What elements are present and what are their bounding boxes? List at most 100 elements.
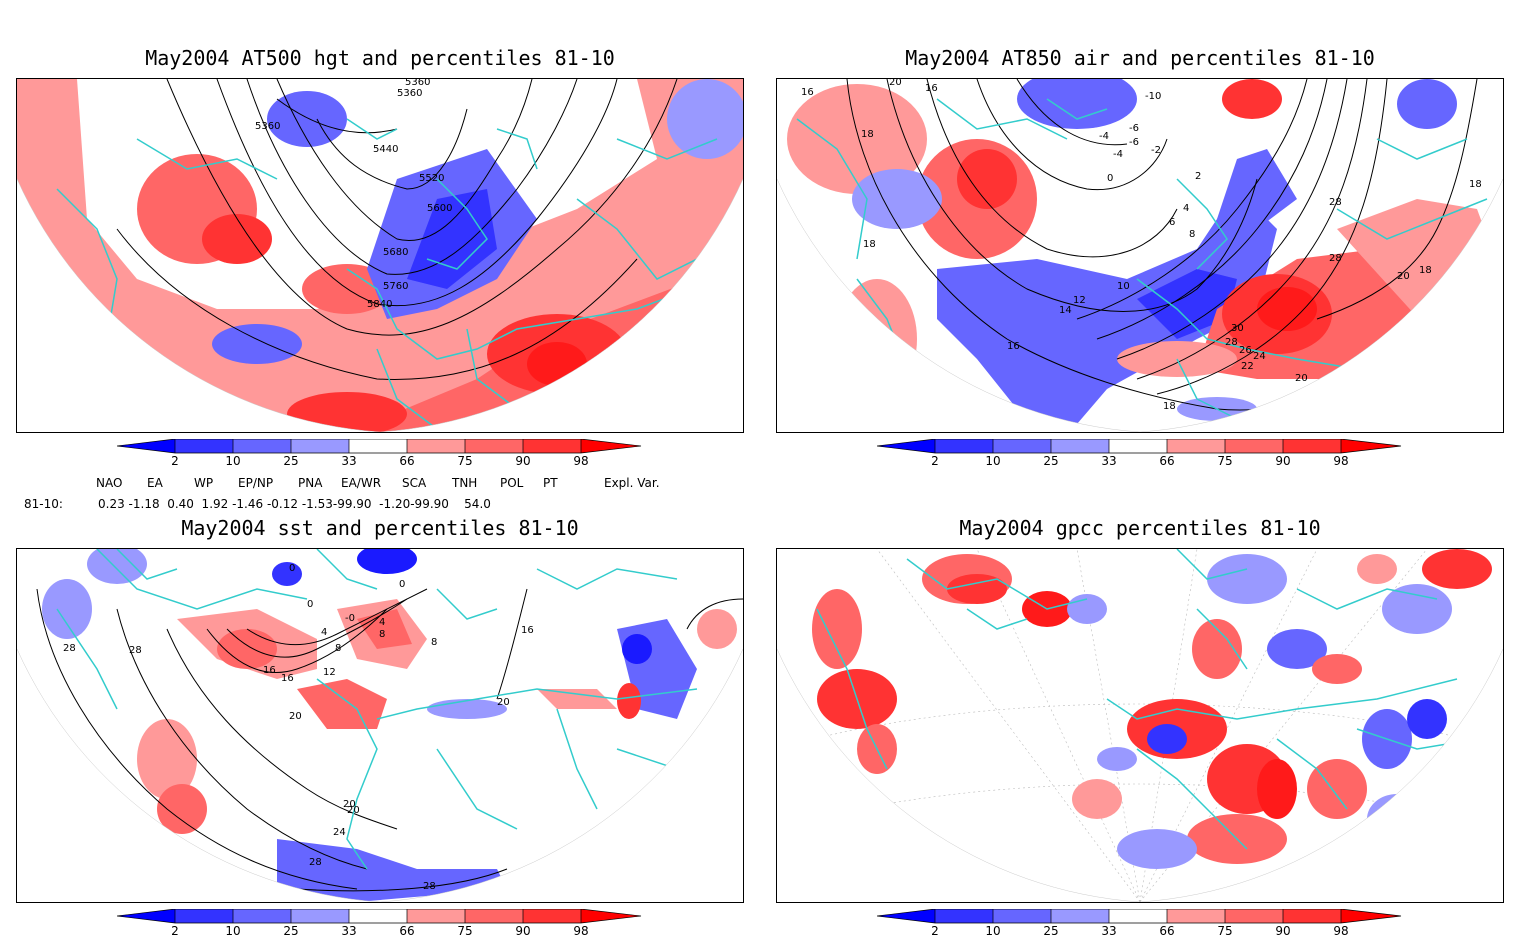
- colorbar-label: 75: [457, 454, 473, 468]
- colorbar-label: 10: [225, 454, 241, 468]
- contour-label: 4: [1183, 203, 1189, 214]
- contour-label: 18: [1469, 179, 1482, 190]
- colorbar-swatch: [1283, 909, 1341, 923]
- panel-title-sst: May2004 sst and percentiles 81-10: [181, 516, 579, 540]
- index-header-eawr: EA/WR: [341, 476, 382, 490]
- colorbar-swatch: [175, 439, 233, 453]
- colorbar-label: 75: [1217, 924, 1233, 938]
- index-header-pt: PT: [543, 476, 558, 490]
- colorbar-label: 25: [1043, 924, 1059, 938]
- colorbar-label: 90: [515, 454, 531, 468]
- contour-label: 12: [1073, 295, 1086, 306]
- colorbar-swatch: [407, 909, 465, 923]
- map-gpcc-precip: [776, 548, 1504, 903]
- colorbar-swatch: [1283, 439, 1341, 453]
- colorbar-label: 33: [341, 924, 357, 938]
- colorbar-label: 2: [931, 454, 939, 468]
- colorbar-swatch: [465, 439, 523, 453]
- contour-label: 0: [307, 599, 313, 610]
- index-header-ea: EA: [147, 476, 163, 490]
- contour-label: 4: [321, 627, 327, 638]
- colorbar-label: 25: [283, 924, 299, 938]
- index-header-pna: PNA: [298, 476, 323, 490]
- colorbar-swatch: [117, 439, 175, 453]
- colorbar-gpcc: 2 10 25 33 66 75 90 98: [876, 908, 1407, 949]
- colorbar-swatch: [935, 439, 993, 453]
- colorbar-swatch: [581, 909, 641, 923]
- contour-label: 5840: [367, 299, 392, 310]
- index-header-epnp: EP/NP: [238, 476, 274, 490]
- colorbar-swatch: [1167, 439, 1225, 453]
- colorbar-label: 66: [1159, 924, 1175, 938]
- contour-label: 18: [863, 239, 876, 250]
- index-row-values: 0.23 -1.18 0.40 1.92 -1.46 -0.12 -1.53-9…: [98, 497, 491, 511]
- colorbar-swatch: [1225, 909, 1283, 923]
- contour-label: 16: [263, 665, 276, 676]
- contour-label: 8: [431, 637, 437, 648]
- map-at850-air: 20 16 16 18 18 -10 -4 -6 -4 -2 -6 0 2 4 …: [776, 78, 1504, 433]
- contour-label: 12: [323, 667, 336, 678]
- contour-label: 16: [1007, 341, 1020, 352]
- contour-label: 28: [309, 857, 322, 868]
- contour-label: 5440: [373, 144, 398, 155]
- colorbar-sst: 2 10 25 33 66 75 90 98: [116, 908, 647, 949]
- index-header-sca: SCA: [402, 476, 427, 490]
- index-header-pol: POL: [500, 476, 524, 490]
- index-header-wp: WP: [194, 476, 214, 490]
- contour-label: 5600: [427, 203, 452, 214]
- panel-title-at500: May2004 AT500 hgt and percentiles 81-10: [145, 46, 615, 70]
- contour-label: -2: [1151, 145, 1161, 156]
- contour-label: 18: [861, 129, 874, 140]
- contour-label: 14: [1059, 305, 1072, 316]
- contour-label: 28: [1329, 253, 1342, 264]
- contour-label: 22: [1241, 361, 1254, 372]
- colorbar-label: 25: [283, 454, 299, 468]
- contour-label: 0: [289, 563, 295, 574]
- contour-label: 28: [1225, 337, 1238, 348]
- colorbar-swatch: [1225, 439, 1283, 453]
- panel-title-at850: May2004 AT850 air and percentiles 81-10: [905, 46, 1375, 70]
- contour-label: 20: [1295, 373, 1308, 384]
- colorbar-swatch: [175, 909, 233, 923]
- contour-label: 20: [343, 799, 356, 810]
- colorbar-swatch: [877, 439, 935, 453]
- contour-label: 20: [347, 805, 360, 816]
- colorbar-label: 90: [515, 924, 531, 938]
- contour-label: 28: [423, 881, 436, 892]
- contour-label: 18: [1419, 265, 1432, 276]
- colorbar-label: 90: [1275, 924, 1291, 938]
- colorbar-label: 98: [573, 454, 589, 468]
- contour-label: 20: [289, 711, 302, 722]
- colorbar-label: 66: [1159, 454, 1175, 468]
- colorbar-swatch: [291, 439, 349, 453]
- contour-label: 16: [801, 87, 814, 98]
- colorbar-swatch: [877, 909, 935, 923]
- colorbar-swatch: [1341, 909, 1401, 923]
- colorbar-label: 98: [573, 924, 589, 938]
- colorbar-swatch: [1051, 909, 1109, 923]
- contour-label: 16: [281, 673, 294, 684]
- contour-label: 5520: [419, 173, 444, 184]
- colorbar-label: 2: [931, 924, 939, 938]
- colorbar-label: 90: [1275, 454, 1291, 468]
- index-header-nao: NAO: [96, 476, 123, 490]
- contour-label: 20: [889, 79, 902, 88]
- contour-label: 28: [129, 645, 142, 656]
- contour-label: 2: [1195, 171, 1201, 182]
- colorbar-swatch: [233, 439, 291, 453]
- colorbar-swatch: [523, 439, 581, 453]
- colorbar-label: 33: [341, 454, 357, 468]
- colorbar-label: 33: [1101, 454, 1117, 468]
- contour-label: 5360: [255, 121, 280, 132]
- contour-label: 5680: [383, 247, 408, 258]
- index-header-expl-var: Expl. Var.: [604, 476, 660, 490]
- contour-label: 16: [521, 625, 534, 636]
- map-at500-hgt: 5360 5360 5360 5440 5520 5600 5680 5760 …: [16, 78, 744, 433]
- colorbar-label: 33: [1101, 924, 1117, 938]
- colorbar-label: 66: [399, 924, 415, 938]
- colorbar-swatch: [993, 909, 1051, 923]
- colorbar-label: 98: [1333, 454, 1349, 468]
- colorbar-label: 10: [225, 924, 241, 938]
- colorbar-label: 75: [1217, 454, 1233, 468]
- colorbar-swatch: [291, 909, 349, 923]
